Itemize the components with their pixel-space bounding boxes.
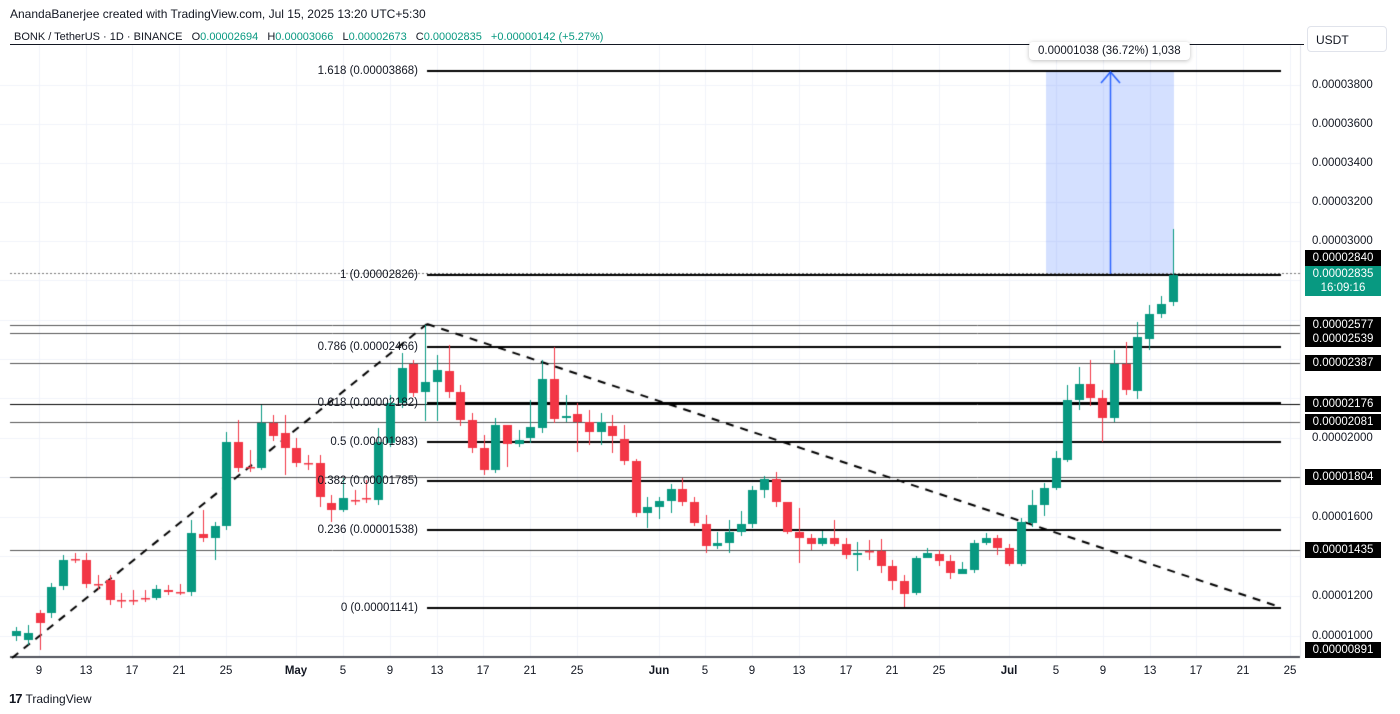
measure-tooltip: 0.00001038 (36.72%) 1,038 <box>1029 42 1190 60</box>
level-price-label: 0.00002176 <box>1305 396 1381 412</box>
time-tick: 13 <box>1143 665 1157 677</box>
open-label: O <box>191 31 201 43</box>
time-tick: 9 <box>1099 665 1107 677</box>
time-tick: 13 <box>430 665 444 677</box>
time-tick: 25 <box>1283 665 1297 677</box>
symbol-title[interactable]: BONK / TetherUS · 1D · BINANCE <box>14 31 183 43</box>
current-price-label: 0.00002835 16:09:16 <box>1305 266 1381 296</box>
bar-countdown: 16:09:16 <box>1320 282 1366 294</box>
open-value: 0.00002694 <box>200 31 259 43</box>
time-tick: May <box>284 665 308 677</box>
time-tick: 25 <box>570 665 584 677</box>
current-price: 0.00002835 <box>1312 268 1374 280</box>
time-tick: 21 <box>885 665 899 677</box>
level-price-label: 0.00002539 <box>1305 331 1381 347</box>
symbol-legend: BONK / TetherUS · 1D · BINANCE O0.000026… <box>14 31 603 43</box>
price-tick: 0.00001200 <box>1312 590 1373 602</box>
fib-level-label: 0.786 (0.00002466) <box>317 341 418 353</box>
close-value: 0.00002835 <box>423 31 482 43</box>
price-tick: 0.00003600 <box>1312 118 1373 130</box>
time-tick: 5 <box>701 665 709 677</box>
time-tick: 25 <box>219 665 233 677</box>
price-tick: 0.00001600 <box>1312 511 1373 523</box>
fib-level-label: 0 (0.00001141) <box>340 602 418 614</box>
time-tick: 5 <box>1052 665 1060 677</box>
price-tick: 0.00003400 <box>1312 157 1373 169</box>
price-tick: 0.00003800 <box>1312 79 1373 91</box>
time-tick: 13 <box>792 665 806 677</box>
time-tick: 17 <box>1189 665 1203 677</box>
time-tick: 21 <box>523 665 537 677</box>
level-price-label: 0.00002840 <box>1305 250 1381 266</box>
high-value: 0.00003066 <box>275 31 334 43</box>
time-tick: 5 <box>339 665 347 677</box>
price-tick: 0.00003000 <box>1312 235 1373 247</box>
level-price-label: 0.00001804 <box>1305 469 1381 485</box>
chart-credit: AnandaBanerjee created with TradingView.… <box>10 7 426 21</box>
fib-level-label: 1 (0.00002826) <box>339 269 418 281</box>
time-tick: 9 <box>748 665 756 677</box>
fib-level-label: 0.382 (0.00001785) <box>317 475 418 487</box>
time-tick: 17 <box>476 665 490 677</box>
low-label: L <box>342 31 349 43</box>
low-value: 0.00002673 <box>348 31 407 43</box>
time-tick: 21 <box>1236 665 1250 677</box>
level-price-label: 0.00002577 <box>1305 317 1381 333</box>
legend-divider <box>10 44 1304 45</box>
price-tick: 0.00002000 <box>1312 432 1373 444</box>
level-price-label: 0.00002387 <box>1305 355 1381 371</box>
level-price-label: 0.00002081 <box>1305 414 1381 430</box>
time-tick: 13 <box>79 665 93 677</box>
tradingview-logo[interactable]: 17 TradingView <box>9 691 92 706</box>
time-tick: 25 <box>932 665 946 677</box>
time-tick: 17 <box>839 665 853 677</box>
change-value: +0.00000142 (+5.27%) <box>490 31 604 43</box>
fib-level-label: 0.618 (0.00002182) <box>317 397 418 409</box>
high-label: H <box>267 31 276 43</box>
fib-level-label: 0.236 (0.00001538) <box>317 524 418 536</box>
price-tick: 0.00001000 <box>1312 630 1373 642</box>
level-price-label: 0.00001435 <box>1305 542 1381 558</box>
tradingview-logo-text: TradingView <box>25 691 92 706</box>
fib-level-label: 1.618 (0.00003868) <box>317 65 418 77</box>
level-price-label: 0.00000891 <box>1305 642 1381 658</box>
price-tick: 0.00003200 <box>1312 196 1373 208</box>
fib-level-label: 0.5 (0.00001983) <box>330 436 418 448</box>
time-tick: 9 <box>386 665 394 677</box>
time-tick: 21 <box>172 665 186 677</box>
time-tick: Jul <box>1000 665 1018 677</box>
time-tick: 17 <box>125 665 139 677</box>
close-label: C <box>415 31 424 43</box>
tradingview-logo-icon: 17 <box>9 691 23 706</box>
time-tick: 9 <box>35 665 43 677</box>
time-tick: Jun <box>648 665 670 677</box>
currency-unit-button[interactable]: USDT <box>1307 26 1387 52</box>
